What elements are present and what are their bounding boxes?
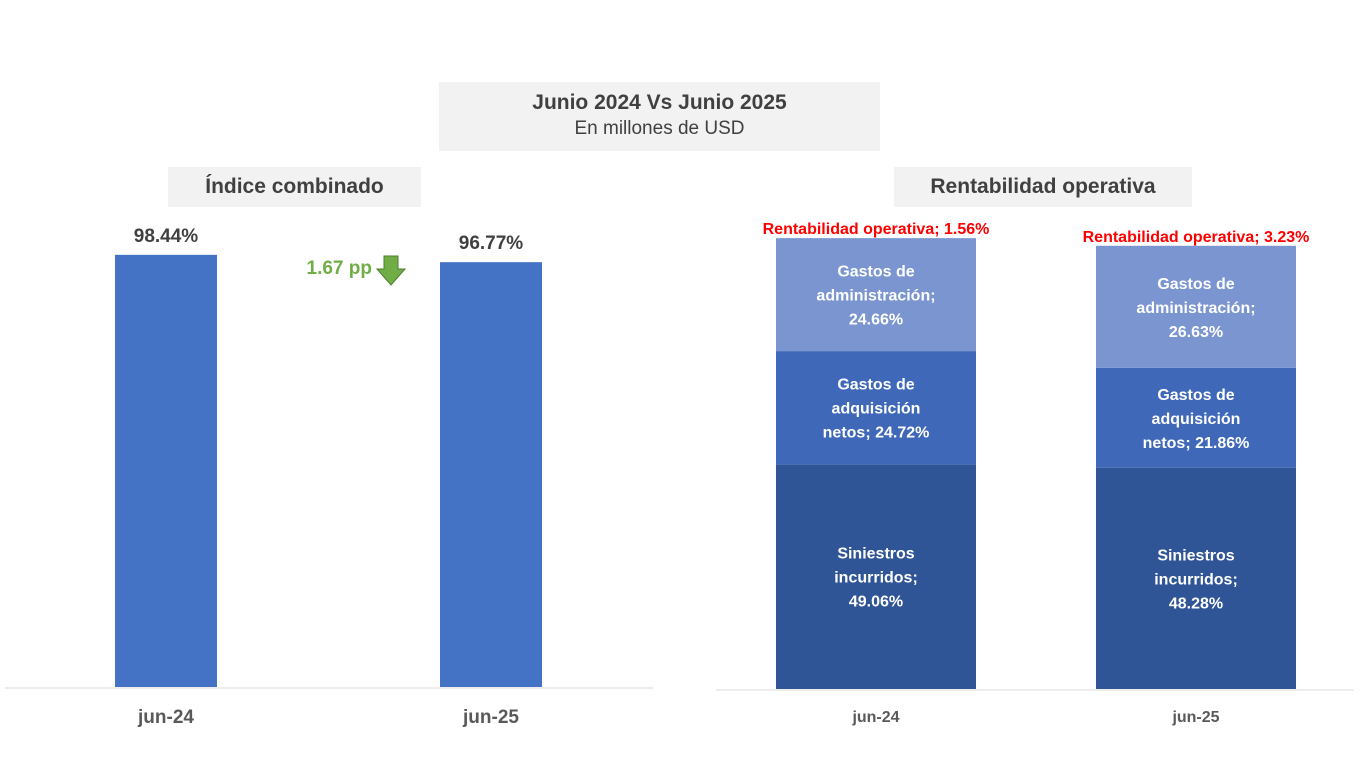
chart-subtitle: En millones de USD — [574, 118, 745, 139]
segment-siniestros-jun-24 — [776, 464, 976, 689]
segment-label: administración; — [1136, 300, 1255, 317]
bar-value-label: 98.44% — [134, 226, 199, 247]
segment-label: Siniestros — [837, 546, 914, 563]
left-chart: 98.44% jun-24 96.77% jun-25 1.67 pp — [115, 226, 542, 728]
chart-header: Junio 2024 Vs Junio 2025 En millones de … — [439, 82, 880, 151]
segment-label: netos; 21.86% — [1143, 435, 1250, 452]
left-chart-title: Índice combinado — [168, 167, 421, 207]
x-tick-label: jun-24 — [137, 707, 194, 728]
bar-value-label: 96.77% — [459, 233, 524, 254]
segment-label: Gastos de — [837, 264, 914, 281]
segment-label: incurridos; — [1154, 571, 1238, 588]
rentabilidad-label: Rentabilidad operativa; 3.23% — [1083, 229, 1310, 246]
segment-label: 48.28% — [1169, 595, 1223, 612]
right-chart: Siniestros incurridos; 49.06% Gastos de adqu… — [763, 221, 1310, 726]
segment-adquisicion-jun-24 — [776, 351, 976, 465]
segment-label: Gastos de — [837, 377, 914, 394]
segment-label: Siniestros — [1157, 547, 1234, 564]
rentabilidad-label: Rentabilidad operativa; 1.56% — [763, 221, 990, 238]
bar-jun-24 — [115, 254, 217, 688]
segment-label: incurridos; — [834, 570, 918, 587]
segment-siniestros-jun-25 — [1096, 467, 1296, 689]
x-tick-label: jun-25 — [462, 707, 519, 728]
segment-label: 49.06% — [849, 594, 903, 611]
down-arrow-icon — [375, 255, 407, 286]
x-tick-label: jun-24 — [851, 709, 899, 726]
segment-label: 26.63% — [1169, 324, 1223, 341]
segment-administracion-jun-25 — [1096, 245, 1296, 368]
segment-label: adquisición — [832, 401, 921, 418]
segment-label: netos; 24.72% — [823, 425, 930, 442]
x-tick-label: jun-25 — [1171, 709, 1219, 726]
segment-label: administración; — [816, 288, 935, 305]
segment-label: adquisición — [1152, 411, 1241, 428]
right-chart-title: Rentabilidad operativa — [894, 167, 1192, 207]
segment-adquisicion-jun-25 — [1096, 367, 1296, 468]
segment-label: 24.66% — [849, 312, 903, 329]
segment-administracion-jun-24 — [776, 238, 976, 352]
delta-label: 1.67 pp — [307, 258, 372, 279]
segment-label: Gastos de — [1157, 276, 1234, 293]
segment-label: Gastos de — [1157, 387, 1234, 404]
chart-title: Junio 2024 Vs Junio 2025 — [532, 91, 787, 114]
bar-jun-25 — [440, 262, 542, 687]
